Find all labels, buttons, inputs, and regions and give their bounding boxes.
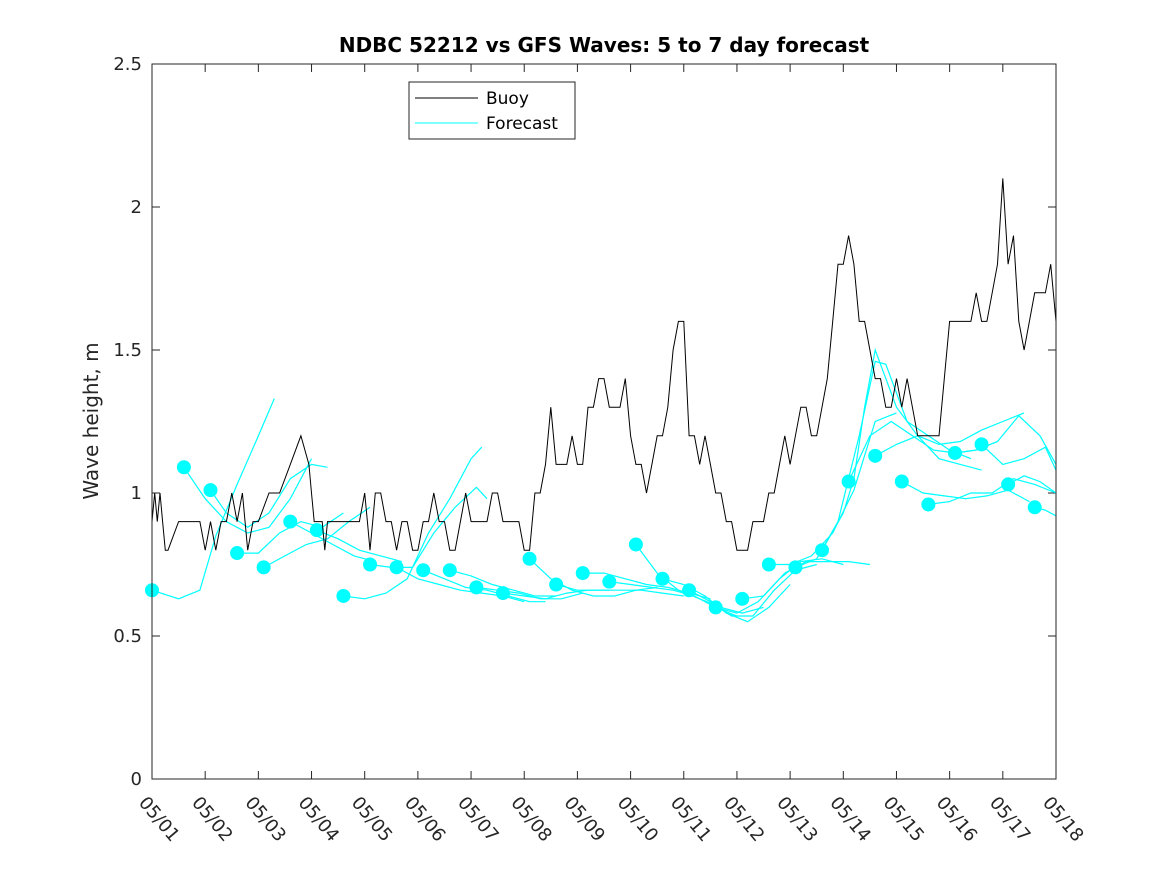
y-tick-label: 1.5 (113, 340, 142, 361)
buoy-series-group (151, 178, 1057, 551)
plot-frame (151, 63, 1057, 780)
forecast-marker (841, 474, 856, 489)
forecast-line (316, 529, 403, 563)
legend-buoy-label: Buoy (486, 89, 529, 109)
y-axis-label: Wave height, m (79, 342, 103, 499)
y-tick-label: 2.5 (113, 54, 142, 75)
y-tick-label: 1 (131, 483, 142, 504)
forecast-marker (921, 497, 936, 512)
forecast-marker (682, 583, 697, 598)
forecast-line (476, 586, 583, 600)
y-axis-ticks: 0 0.5 1 1.5 2 2.5 (113, 54, 1056, 790)
forecast-marker (336, 588, 351, 603)
forecast-marker (974, 437, 989, 452)
forecast-marker (575, 566, 590, 581)
forecast-marker (628, 537, 643, 552)
forecast-marker (283, 514, 298, 529)
forecast-marker (788, 560, 803, 575)
legend: Buoy Forecast (408, 81, 576, 140)
forecast-marker (363, 557, 378, 572)
forecast-marker (761, 557, 776, 572)
forecast-line (821, 347, 982, 551)
forecast-line (1007, 475, 1057, 494)
forecast-marker (549, 577, 564, 592)
forecast-marker (495, 586, 510, 601)
legend-box (408, 81, 576, 140)
forecast-marker (947, 445, 962, 460)
forecast-marker (894, 474, 909, 489)
forecast-marker (309, 523, 324, 538)
forecast-line (343, 446, 483, 600)
forecast-line (183, 458, 313, 534)
forecast-line (928, 478, 1057, 505)
forecast-marker (442, 563, 457, 578)
forecast-marker (1001, 477, 1016, 492)
forecast-marker (522, 551, 537, 566)
forecast-line (151, 398, 275, 600)
forecast-line (555, 583, 684, 597)
forecast-marker (1027, 500, 1042, 515)
buoy-line (151, 178, 1057, 551)
forecast-marker (203, 483, 218, 498)
forecast-marker (256, 560, 271, 575)
forecast-marker (708, 600, 723, 615)
forecast-marker (416, 563, 431, 578)
chart-title: NDBC 52212 vs GFS Waves: 5 to 7 day fore… (339, 33, 870, 57)
forecast-line (210, 463, 328, 529)
y-tick-label: 0.5 (113, 626, 142, 647)
y-tick-label: 0 (131, 769, 142, 790)
forecast-marker (230, 546, 245, 561)
forecast-series-group (145, 347, 1057, 623)
legend-forecast-label: Forecast (486, 114, 558, 134)
forecast-line (263, 506, 371, 568)
forecast-marker (389, 560, 404, 575)
forecast-marker (602, 574, 617, 589)
forecast-line (981, 443, 1057, 471)
forecast-marker (469, 580, 484, 595)
forecast-line (290, 521, 376, 563)
forecast-marker (735, 591, 750, 606)
y-tick-label: 2 (131, 197, 142, 218)
forecast-line (742, 560, 870, 600)
forecast-line (422, 569, 546, 603)
forecast-line (874, 412, 1025, 457)
plot-area (152, 64, 1056, 779)
forecast-marker (815, 543, 830, 558)
forecast-line (635, 544, 764, 614)
forecast-line (954, 414, 1057, 465)
forecast-marker (176, 460, 191, 475)
forecast-marker (655, 571, 670, 586)
forecast-marker (868, 448, 883, 463)
